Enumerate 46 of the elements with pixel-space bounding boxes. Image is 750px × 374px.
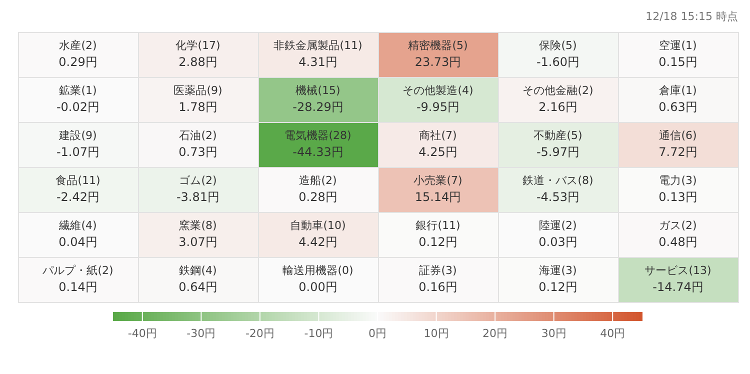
data-label: 自動車(10) 4.42円 xyxy=(290,218,346,250)
data-label: 輸送用機器(0) 0.00円 xyxy=(282,264,354,294)
data-label: ガス(2) 0.48円 xyxy=(658,218,698,250)
color-bar-label: -20円 xyxy=(245,326,274,340)
data-label: 通信(6) 7.72円 xyxy=(658,128,698,160)
data-label: サービス(13) -14.74円 xyxy=(644,264,712,294)
data-label: 水産(2) 0.29円 xyxy=(58,38,98,70)
color-bar-label: -30円 xyxy=(186,326,216,340)
data-label: 不動産(5) -5.97円 xyxy=(534,128,582,160)
data-label: 鉄鋼(4) 0.64円 xyxy=(178,264,218,294)
data-label: 証券(3) 0.16円 xyxy=(418,264,458,294)
data-label: 窯業(8) 3.07円 xyxy=(178,218,218,250)
data-label: 小売業(7) 15.14円 xyxy=(414,174,462,204)
data-label: 繊維(4) 0.04円 xyxy=(58,218,98,250)
data-label: 空運(1) 0.15円 xyxy=(658,38,698,70)
data-label: 倉庫(1) 0.63円 xyxy=(658,84,698,114)
color-bar-label: 20円 xyxy=(482,326,508,340)
data-label: 商社(7) 4.25円 xyxy=(418,128,458,160)
data-label: 食品(11) -2.42円 xyxy=(56,174,100,204)
data-label: 建設(9) -1.07円 xyxy=(56,128,100,160)
data-label: 造船(2) 0.28円 xyxy=(298,174,338,204)
data-label: 医薬品(9) 1.78円 xyxy=(174,84,222,114)
color-bar-label: -40円 xyxy=(128,326,157,340)
color-bar-label: 30円 xyxy=(541,326,566,340)
data-label: 電力(3) 0.13円 xyxy=(658,174,698,204)
data-label: 非鉄金属製品(11) 4.31円 xyxy=(274,38,362,70)
color-bar-label: -10円 xyxy=(304,326,334,340)
data-label: パルプ・紙(2) 0.14円 xyxy=(42,264,114,294)
data-label: 保険(5) -1.60円 xyxy=(536,38,580,70)
color-bar-label: 0円 xyxy=(368,326,386,340)
data-label: 銀行(11) 0.12円 xyxy=(416,218,460,250)
data-label: 精密機器(5) 23.73円 xyxy=(408,38,468,70)
data-label: 鉱業(1) -0.02円 xyxy=(56,84,100,114)
data-label: 海運(3) 0.12円 xyxy=(538,264,578,294)
data-label: 陸運(2) 0.03円 xyxy=(538,218,578,250)
text: 12/18 15:15 時点 xyxy=(646,10,738,23)
data-label: 化学(17) 2.88円 xyxy=(176,38,220,70)
color-bar-label: 40円 xyxy=(600,326,626,340)
data-label: 鉄道・バス(8) -4.53円 xyxy=(522,174,594,204)
data-label: その他製造(4) -9.95円 xyxy=(402,84,474,114)
color-bar-label: 10円 xyxy=(424,326,449,340)
data-label: その他金融(2) 2.16円 xyxy=(522,84,594,114)
data-label: 石油(2) 0.73円 xyxy=(178,128,218,160)
data-label: 機械(15) -28.29円 xyxy=(292,84,344,114)
data-label: 電気機器(28) -44.33円 xyxy=(284,128,352,160)
data-label: ゴム(2) -3.81円 xyxy=(176,174,220,204)
